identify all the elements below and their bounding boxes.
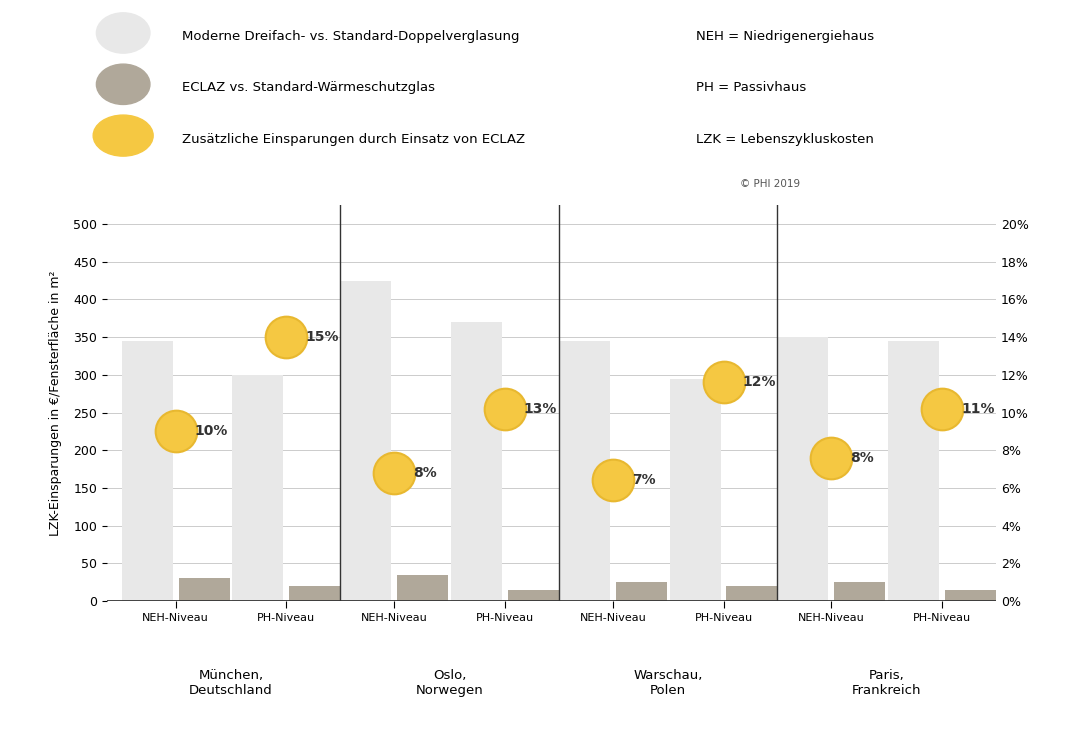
Text: 13%: 13% [524,402,557,416]
Point [386,467,403,479]
Bar [834,582,886,601]
Bar [888,341,939,601]
Text: 10%: 10% [195,424,228,438]
Point [277,331,295,343]
Text: LZK = Lebenszykluskosten: LZK = Lebenszykluskosten [696,133,874,146]
Point [934,403,951,415]
Bar [341,281,391,601]
Text: 15%: 15% [305,330,338,345]
Bar [179,578,229,601]
Text: © PHI 2019: © PHI 2019 [740,180,800,189]
Point [715,377,733,388]
Point [604,474,621,486]
Text: Warschau,
Polen: Warschau, Polen [633,669,703,697]
Text: 8%: 8% [413,466,437,480]
Text: 11%: 11% [961,402,995,416]
Point [496,403,513,415]
Text: ECLAZ vs. Standard-Wärmeschutzglas: ECLAZ vs. Standard-Wärmeschutzglas [182,81,435,95]
Text: 12%: 12% [742,375,776,389]
Text: NEH = Niedrigenergiehaus: NEH = Niedrigenergiehaus [696,30,874,43]
Bar [945,590,996,601]
Bar [726,586,778,601]
Bar [778,337,829,601]
Bar [616,582,666,601]
Text: München,
Deutschland: München, Deutschland [190,669,273,697]
Bar [669,379,721,601]
Bar [232,375,284,601]
Bar [122,341,172,601]
Text: Oslo,
Norwegen: Oslo, Norwegen [416,669,483,697]
Text: Zusätzliche Einsparungen durch Einsatz von ECLAZ: Zusätzliche Einsparungen durch Einsatz v… [182,133,525,146]
Text: Paris,
Frankreich: Paris, Frankreich [853,669,921,697]
Text: Moderne Dreifach- vs. Standard-Doppelverglasung: Moderne Dreifach- vs. Standard-Doppelver… [182,30,519,43]
Text: PH = Passivhaus: PH = Passivhaus [696,81,806,95]
Bar [559,341,609,601]
Point [167,426,184,438]
Bar [451,322,502,601]
Text: 7%: 7% [632,474,655,487]
Bar [508,590,559,601]
Text: 8%: 8% [850,451,874,465]
Bar [397,575,448,601]
Bar [289,586,341,601]
Point [823,452,840,464]
Y-axis label: LZK-Einsparungen in €/Fensterfläche in m²: LZK-Einsparungen in €/Fensterfläche in m… [49,270,62,536]
